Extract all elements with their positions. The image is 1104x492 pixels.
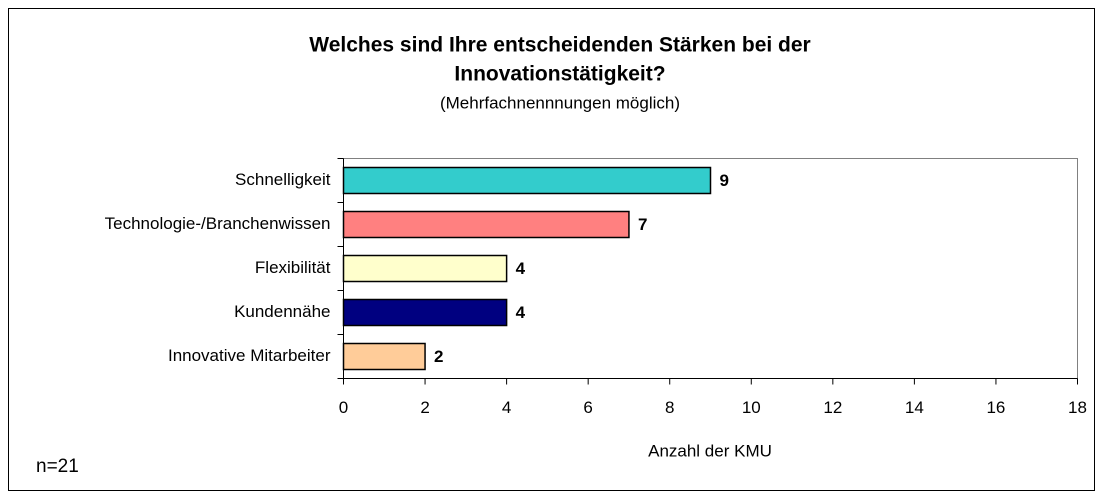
- chart-title: Welches sind Ihre entscheidenden Stärken…: [309, 34, 810, 57]
- y-tick-label: Innovative Mitarbeiter: [168, 346, 331, 365]
- x-tick-label: 14: [905, 398, 924, 417]
- x-tick-label: 8: [665, 398, 674, 417]
- x-tick-label: 4: [502, 398, 511, 417]
- value-label: 9: [720, 171, 729, 190]
- x-tick-label: 12: [823, 398, 842, 417]
- x-tick-label: 16: [986, 398, 1005, 417]
- value-label: 7: [638, 215, 647, 234]
- x-axis-label: Anzahl der KMU: [648, 441, 772, 460]
- x-tick-label: 0: [339, 398, 348, 417]
- x-tick-label: 18: [1068, 398, 1087, 417]
- x-tick-label: 10: [742, 398, 761, 417]
- value-label: 4: [516, 303, 526, 322]
- x-tick-label: 2: [420, 398, 429, 417]
- value-label: 2: [434, 347, 443, 366]
- bar: [342, 298, 508, 327]
- value-label: 4: [516, 259, 526, 278]
- chart-title: Innovationstätigkeit?: [454, 63, 665, 86]
- x-tick-label: 6: [583, 398, 592, 417]
- bar: [342, 166, 712, 195]
- y-tick-label: Kundennähe: [234, 302, 330, 321]
- bar: [342, 342, 426, 371]
- annotation: n=21: [36, 456, 79, 477]
- y-tick-label: Technologie-/Branchenwissen: [105, 214, 331, 233]
- bar: [342, 254, 508, 283]
- y-tick-label: Flexibilität: [255, 258, 331, 277]
- bar: [342, 210, 630, 239]
- chart-subtitle: (Mehrfachnennnungen möglich): [440, 93, 680, 112]
- y-tick-label: Schnelligkeit: [235, 170, 331, 189]
